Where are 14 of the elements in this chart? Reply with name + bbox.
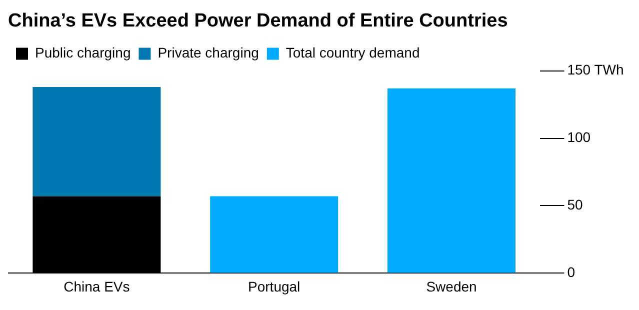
legend-label: Public charging	[35, 44, 131, 61]
x-tick-label: Sweden	[426, 278, 477, 294]
x-tick-label: Portugal	[248, 278, 300, 294]
chart-title: China’s EVs Exceed Power Demand of Entire Countries	[8, 10, 508, 32]
y-tick-label: 150 TWh	[567, 62, 624, 78]
legend-label: Total country demand	[286, 44, 420, 61]
y-tick-label: 50	[567, 196, 583, 213]
y-tick-label: 0	[567, 264, 576, 280]
legend-label: Private charging	[158, 44, 259, 61]
bar	[210, 196, 338, 273]
y-tick-label: 100	[567, 129, 591, 146]
bar	[387, 88, 516, 273]
bar	[32, 86, 161, 196]
x-tick-label: China EVs	[64, 278, 130, 294]
